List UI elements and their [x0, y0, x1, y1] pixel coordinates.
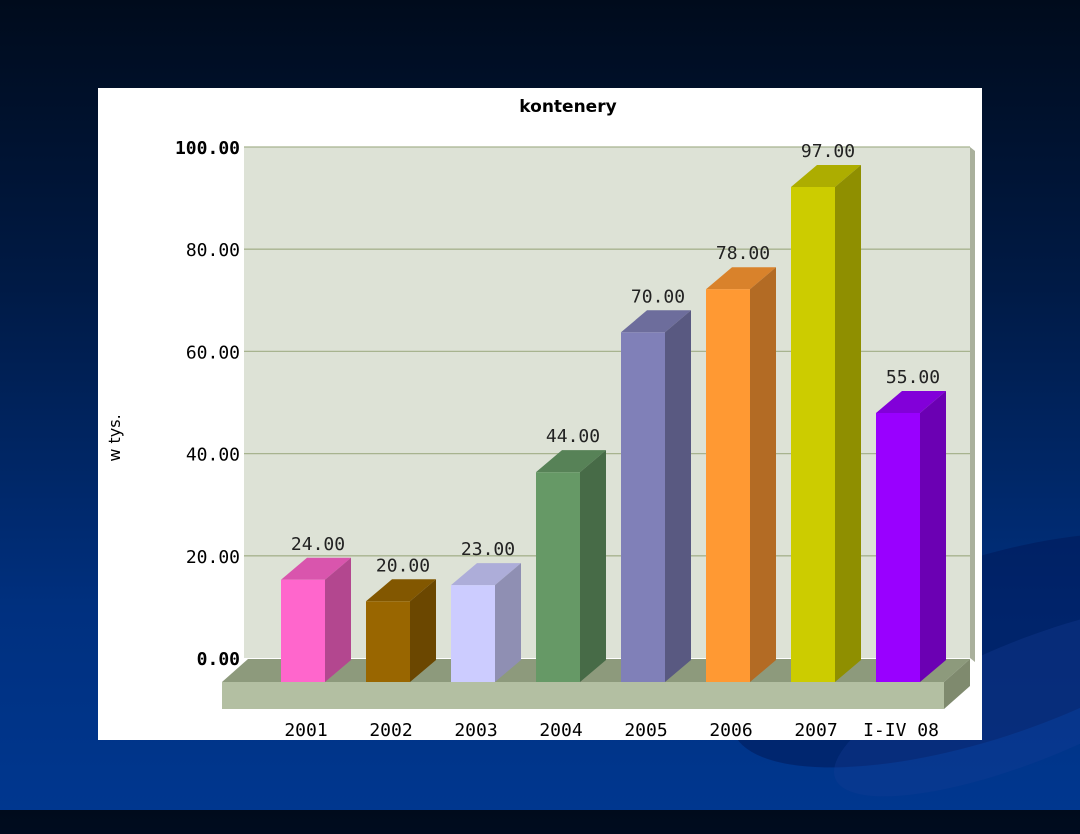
y-tick-label: 0.00: [197, 649, 240, 670]
bar: [706, 289, 750, 682]
data-label: 20.00: [376, 555, 430, 576]
data-label: 24.00: [291, 534, 345, 555]
floor-front: [222, 682, 944, 709]
bar-top: [451, 563, 521, 586]
bar-top: [536, 450, 606, 473]
data-label: 55.00: [886, 367, 940, 388]
bar-chart: kontenery w tys. 0.00 20.00 40.00 60.00 80.0…: [105, 97, 975, 740]
bar-side: [665, 310, 691, 682]
plot-side-wall: [970, 147, 975, 662]
bar-side: [580, 450, 606, 682]
bar: [451, 585, 495, 682]
x-tick-label: 2004: [539, 720, 582, 740]
bar: [621, 332, 665, 682]
bar-top: [876, 390, 946, 413]
y-axis-label: w tys.: [105, 414, 124, 461]
y-tick-label: 60.00: [186, 342, 240, 363]
bar-side: [495, 563, 521, 682]
bar-top: [706, 267, 776, 290]
bar-side: [920, 390, 946, 682]
x-tick-label: 2001: [284, 720, 327, 740]
bar-side: [410, 579, 436, 682]
data-label: 23.00: [461, 539, 515, 560]
y-tick-label: 100.00: [175, 138, 240, 159]
data-label: 70.00: [631, 286, 685, 307]
bar-top: [621, 310, 691, 333]
x-tick-label: 2003: [454, 720, 497, 740]
y-tick-label: 40.00: [186, 445, 240, 466]
bar-side: [750, 267, 776, 682]
x-tick-label: 2002: [369, 720, 412, 740]
data-label: 97.00: [801, 141, 855, 162]
chart-title: kontenery: [519, 97, 616, 117]
bar: [536, 472, 580, 682]
bar: [366, 601, 410, 682]
bar: [791, 187, 835, 682]
y-tick-label: 80.00: [186, 240, 240, 261]
y-tick-label: 20.00: [186, 547, 240, 568]
bar: [281, 579, 325, 682]
chart-panel: kontenery w tys. 0.00 20.00 40.00 60.00 80.0…: [98, 88, 982, 740]
bar-side: [325, 557, 351, 682]
bar-top: [281, 557, 351, 580]
x-tick-label: 2007: [794, 720, 837, 740]
data-label: 78.00: [716, 243, 770, 264]
x-tick-label: 2006: [709, 720, 752, 740]
bar-top: [791, 165, 861, 187]
x-tick-label: 2005: [624, 720, 667, 740]
x-tick-label: I-IV 08: [863, 720, 939, 740]
bar: [876, 412, 920, 682]
bar-top: [366, 579, 436, 602]
floor-side: [944, 659, 970, 709]
plot-background: [244, 147, 970, 658]
data-label: 44.00: [546, 426, 600, 447]
bar-side: [835, 165, 861, 682]
